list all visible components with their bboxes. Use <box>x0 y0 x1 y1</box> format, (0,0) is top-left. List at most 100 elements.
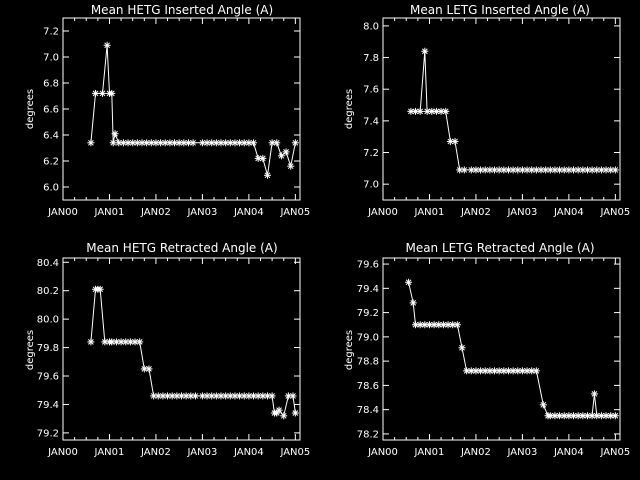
data-point <box>412 321 420 329</box>
y-tick-label: 79.2 <box>357 308 379 319</box>
data-point <box>136 338 144 346</box>
data-point <box>289 392 297 400</box>
data-point <box>537 166 545 174</box>
x-tick-label: JAN04 <box>553 207 584 218</box>
data-point <box>254 392 262 400</box>
data-point <box>560 166 568 174</box>
x-tick-label: JAN00 <box>47 207 78 218</box>
data-point <box>405 278 413 286</box>
data-point <box>191 392 199 400</box>
chart-panel-letg-inserted: Mean LETG Inserted Angle (A) degrees 7.0 7.… <box>344 3 630 218</box>
chart-panel-letg-retracted: Mean LETG Retracted Angle (A) degrees 78.2… <box>344 241 630 458</box>
y-tick-label: 78.4 <box>357 405 379 416</box>
data-point <box>611 412 619 420</box>
x-tick-label: JAN05 <box>279 447 310 458</box>
data-point <box>602 166 610 174</box>
chart-panel-hetg-inserted: Mean HETG Inserted Angle (A) degrees 6.0 6.… <box>25 3 310 218</box>
y-tick-label: 7.4 <box>363 116 379 127</box>
data-point <box>259 154 267 162</box>
y-tick-label: 7.2 <box>43 27 59 38</box>
y-tick-label: 79.4 <box>37 400 59 411</box>
x-tick-label: JAN03 <box>506 447 537 458</box>
y-tick-label: 7.6 <box>363 85 379 96</box>
data-point <box>268 392 276 400</box>
data-point <box>157 139 165 147</box>
data-point <box>602 412 610 420</box>
data-point <box>421 47 429 55</box>
y-tick-label: 79.8 <box>37 343 59 354</box>
x-tick-label: JAN00 <box>367 207 398 218</box>
y-tick-label: 7.0 <box>363 180 379 191</box>
data-point <box>442 107 450 115</box>
data-point <box>460 166 468 174</box>
data-point <box>463 367 471 375</box>
y-axis-label: degrees <box>25 89 36 129</box>
data-point <box>111 130 119 138</box>
data-point <box>109 139 117 147</box>
x-tick-label: JAN03 <box>506 207 537 218</box>
data-point <box>245 392 253 400</box>
x-tick-label: JAN02 <box>140 447 171 458</box>
x-tick-label: JAN00 <box>47 447 78 458</box>
data-point <box>509 166 517 174</box>
data-point <box>92 89 100 97</box>
data-point <box>263 171 271 179</box>
y-tick-label: 7.8 <box>363 53 379 64</box>
data-point <box>495 367 503 375</box>
data-point <box>556 412 564 420</box>
data-point <box>273 139 281 147</box>
y-tick-label: 80.0 <box>37 315 59 326</box>
x-tick-label: JAN05 <box>279 207 310 218</box>
y-tick-label: 6.0 <box>43 183 59 194</box>
data-point <box>291 139 299 147</box>
data-point <box>101 338 109 346</box>
y-tick-label: 80.4 <box>37 258 59 269</box>
data-point <box>574 412 582 420</box>
data-point <box>126 338 134 346</box>
plot-frame <box>382 17 621 201</box>
x-tick-label: JAN04 <box>233 207 264 218</box>
data-point <box>539 401 547 409</box>
y-tick-label: 79.0 <box>357 332 379 343</box>
data-point <box>99 89 106 97</box>
data-point <box>217 392 225 400</box>
data-point <box>435 321 443 329</box>
x-tick-label: JAN05 <box>599 207 630 218</box>
data-point <box>607 412 615 420</box>
x-tick-label: JAN01 <box>414 447 445 458</box>
y-tick-label: 78.2 <box>357 429 379 440</box>
data-point <box>588 166 596 174</box>
y-tick-label: 78.6 <box>357 381 379 392</box>
data-point <box>124 139 132 147</box>
y-tick-label: 80.2 <box>37 286 59 297</box>
x-tick-label: JAN05 <box>599 447 630 458</box>
chart-panel-hetg-retracted: Mean HETG Retracted Angle (A) degrees 79.2… <box>25 241 310 458</box>
chart-title: Mean HETG Inserted Angle (A) <box>91 3 273 17</box>
data-point <box>514 367 522 375</box>
data-point <box>275 406 283 414</box>
chart-title: Mean LETG Inserted Angle (A) <box>410 3 590 17</box>
data-point <box>166 139 174 147</box>
data-point <box>504 166 512 174</box>
x-tick-label: JAN00 <box>367 447 398 458</box>
x-tick-label: JAN01 <box>414 207 445 218</box>
x-tick-label: JAN02 <box>460 447 491 458</box>
y-tick-label: 79.2 <box>37 428 59 439</box>
data-point <box>108 89 116 97</box>
x-tick-label: JAN02 <box>140 207 171 218</box>
plot-frame <box>62 257 301 441</box>
data-point <box>222 392 230 400</box>
data-point <box>154 392 162 400</box>
x-tick-label: JAN04 <box>553 447 584 458</box>
data-point <box>217 139 225 147</box>
data-point <box>145 365 153 373</box>
data-point <box>597 412 605 420</box>
data-point <box>458 344 466 352</box>
data-point <box>546 166 554 174</box>
y-tick-label: 6.4 <box>43 131 59 142</box>
data-point <box>546 412 554 420</box>
x-tick-label: JAN03 <box>186 447 217 458</box>
data-point <box>268 139 276 147</box>
data-point <box>597 166 605 174</box>
x-tick-label: JAN04 <box>233 447 264 458</box>
